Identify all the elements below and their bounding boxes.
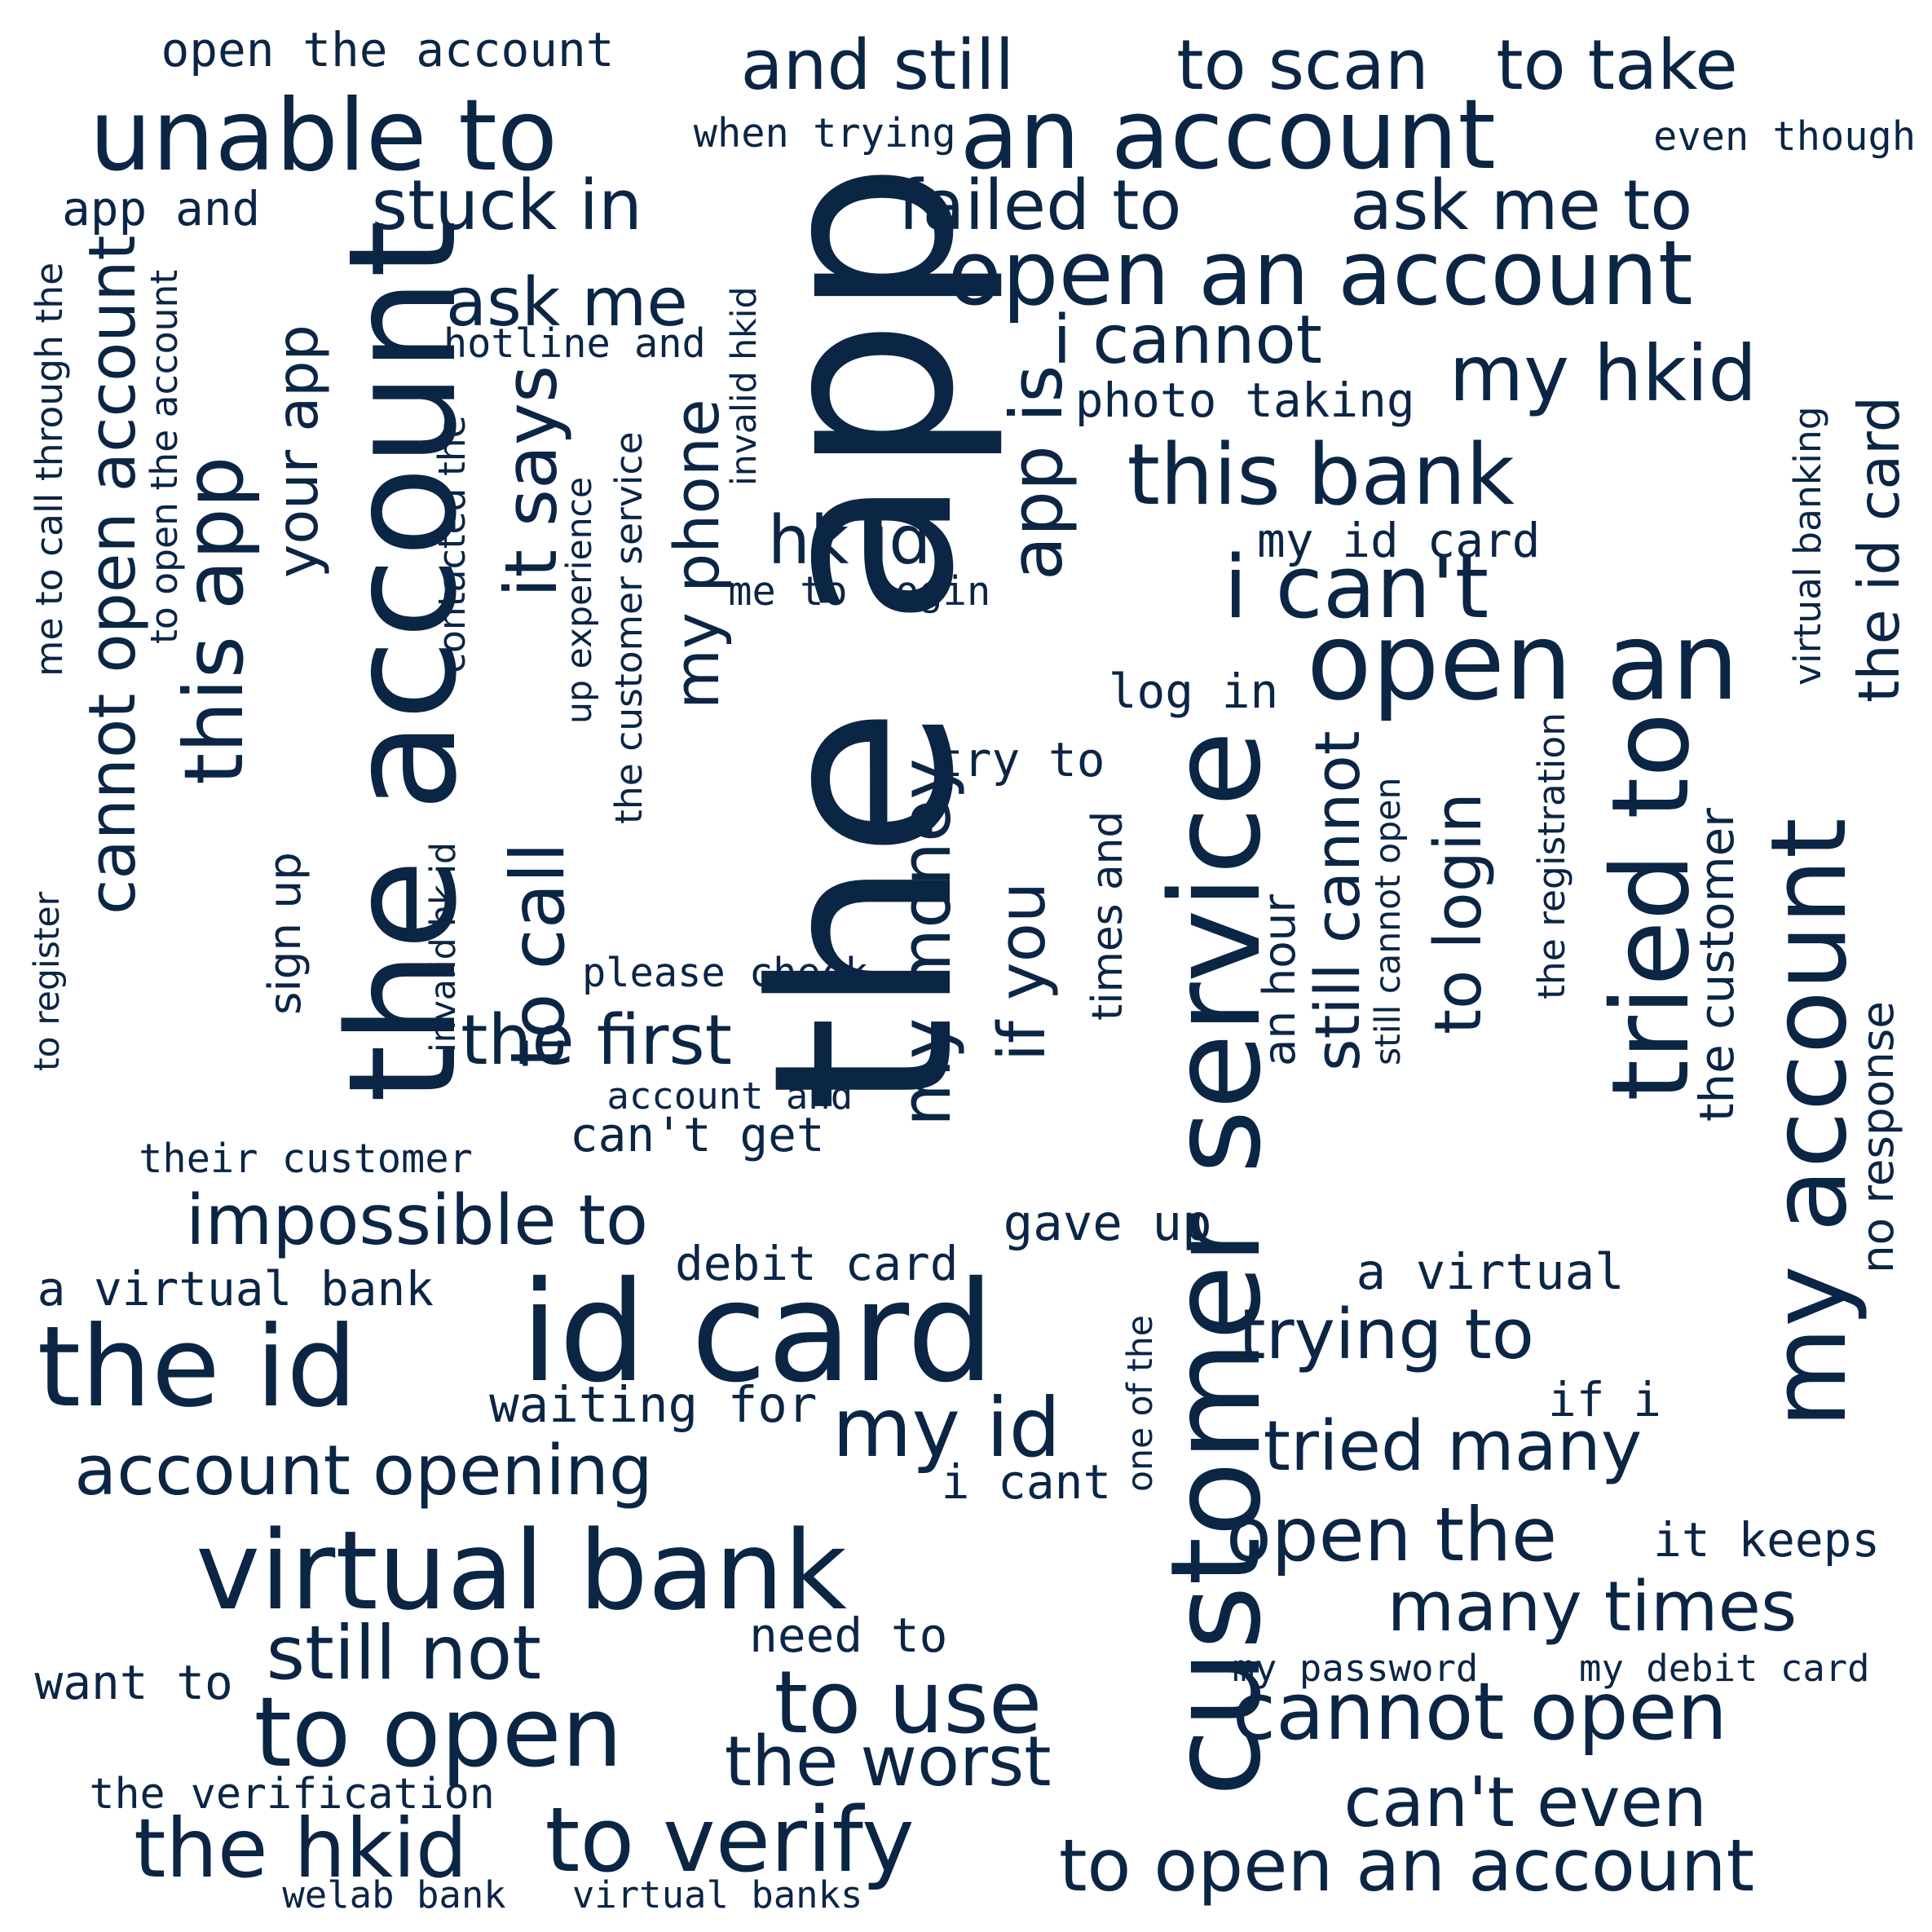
word-if-i: if i [1548,1372,1662,1428]
word-cannot-open: cannot open [1232,1665,1728,1758]
word-app-is: app is [994,364,1078,581]
word-to-verify: to verify [545,1787,915,1892]
word-need-to: need to [749,1608,948,1664]
word-unable-to: unable to [89,77,558,194]
word-account-opening: account opening [74,1431,653,1512]
word-log-in: log in [1108,664,1279,720]
word-my-hkid: my hkid [1449,330,1758,420]
word-the-worst: the worst [724,1722,1052,1803]
word-the-registration: the registration [1529,712,1573,999]
word-i-cannot: i cannot [1052,301,1322,379]
word-no-response: no response [1850,1000,1903,1273]
word-the-id-card: the id card [1846,396,1913,704]
word-i-cant: i cant [941,1453,1112,1510]
word-waiting-for: waiting for [489,1376,818,1434]
word-sign-up: sign up [258,852,311,1016]
word-it-keeps: it keeps [1653,1512,1881,1568]
word-tried-many: tried many [1263,1405,1643,1487]
word-my-phone: my phone [660,399,734,710]
word-account-and: account and [607,1074,854,1118]
word-me-to-login: me to login [728,568,991,615]
word-invalid-hk-id: invalid hk id [424,842,465,1053]
word-my-account: my account [1749,817,1871,1428]
word-can-t-even: can't even [1343,1762,1707,1844]
word-the-verification: the verification [89,1769,495,1819]
word-a-virtual: a virtual [1356,1244,1625,1302]
word-a-virtual-bank: a virtual bank [37,1260,434,1317]
word-if-you: if you [985,881,1061,1061]
word-your-app: your app [265,324,332,579]
word-ask-me-to: ask me to [1349,165,1693,246]
word-it-says: it says [488,365,573,598]
word-to-login: to login [1421,792,1497,1035]
word-my-password: my password [1232,1646,1479,1690]
word-failed-to: failed to [898,165,1182,246]
word-to-open: to open [254,1676,623,1789]
word-trying-to: trying to [1238,1295,1534,1376]
word-debit-card: debit card [674,1236,959,1292]
word-and-still: and still [740,24,1015,106]
word-to-use: to use [774,1652,1043,1753]
word-my-id-card: my id card [1257,513,1541,569]
word-to-take: to take [1496,24,1738,106]
word-virtual-bank: virtual bank [196,1507,847,1635]
word-ask-me: ask me [445,264,688,342]
word-photo-taking: photo taking [1074,373,1415,429]
word-try-to: try to [935,731,1105,787]
word-stuck-in: stuck in [371,165,642,246]
word-app-and: app and [61,180,261,236]
word-up-experience: up experience [560,476,601,724]
word-the-first: the first [461,999,732,1081]
word-hotline-and: hotline and [443,321,706,368]
word-many-times: many times [1387,1567,1797,1648]
word-open-the: open the [1226,1492,1558,1579]
word-open-an: open an [1306,600,1740,725]
word-customer-service: customer service [1143,730,1288,1797]
word-open-an-account: open an account [947,221,1693,326]
word-even-though: even though [1653,114,1917,161]
word-cannot-open-account: cannot open account [74,235,150,915]
word-can-t-get: can't get [569,1107,825,1163]
word-still-not: still not [266,1609,542,1696]
word-virtual-banks: virtual banks [571,1872,863,1917]
word-to-open-the-account: to open the account [143,270,187,645]
word-their-customer: their customer [139,1136,473,1182]
word-my-id: my id [831,1379,1061,1475]
word-an-hour: an hour [1253,894,1306,1066]
word-the-customer: the customer [1689,807,1745,1122]
word-please-check: please check [582,950,869,996]
word-the-id: the id [37,1303,358,1433]
word-i-can-t: i can't [1224,537,1489,639]
word-me-to-call-through-the: me to call through the [27,262,71,677]
word-the-hkid: the hkid [134,1801,468,1897]
word-my-debit-card: my debit card [1579,1646,1870,1690]
word-one-of-the: one of the [1121,1315,1162,1493]
word-this-bank: this bank [1127,426,1515,524]
word-impossible-to: impossible to [185,1180,649,1262]
word-contacted-the: contacted the [430,415,474,673]
word-hk-id: hk id [767,501,932,580]
word-still-cannot-open: still cannot open [1369,777,1409,1066]
word-an-account: an account [959,78,1496,192]
word-still-cannot: still cannot [1300,730,1374,1072]
word-when-trying: when trying [693,110,956,157]
word-invalid-hkid: invalid hkid [725,286,765,487]
word-to-open-an-account: to open an account [1058,1824,1755,1908]
word-the-customer-service: the customer service [607,431,651,824]
word-gave-up: gave up [1003,1194,1212,1252]
word-tried-to: tried to [1588,712,1713,1101]
word-to-scan: to scan [1176,24,1429,106]
word-want-to: want to [34,1654,233,1710]
word-my-money: my money [885,758,967,1127]
word-virtual-banking: virtual banking [1786,406,1830,686]
word-times-and: times and [1083,810,1132,1021]
word-to-register: to register [27,891,68,1071]
word-open-the-account: open the account [161,22,615,78]
word-welab-bank: welab bank [282,1872,506,1917]
word-id-card: id card [520,1251,995,1414]
